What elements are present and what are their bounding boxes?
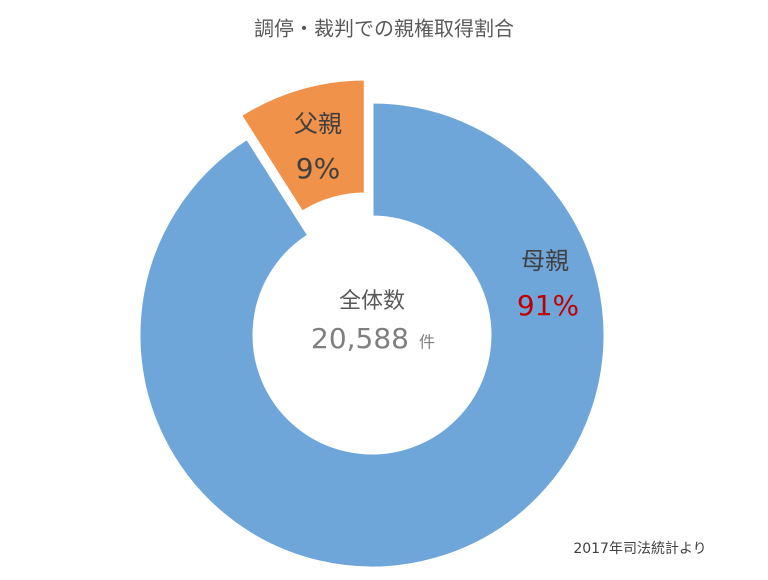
slice-value-label: 91% [517,289,579,322]
slice-category-label: 父親 [294,110,342,138]
center-unit: 件 [419,333,435,352]
center-label: 全体数 [339,289,405,314]
slice [137,100,607,570]
center-value: 20,588 [311,322,409,355]
slice-category-label: 母親 [521,247,569,275]
chart-title: 調停・裁判での親権取得割合 [254,17,514,41]
slices [137,77,607,570]
slice-value-label: 9% [296,152,340,185]
slice [238,77,367,215]
source-note: 2017年司法統計より [573,541,706,557]
